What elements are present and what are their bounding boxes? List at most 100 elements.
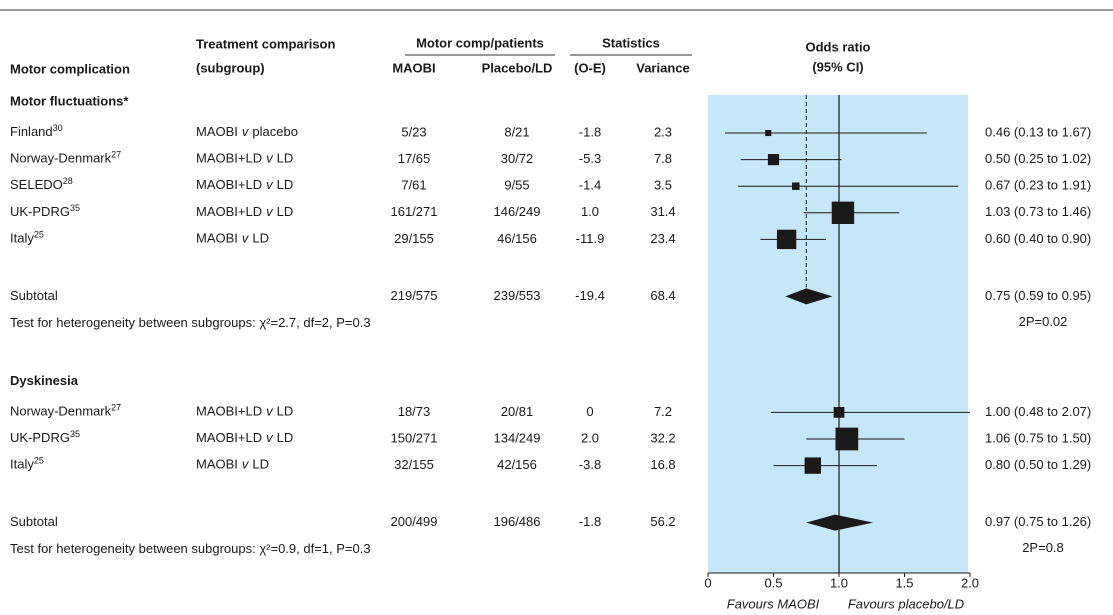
cell: 2.3 — [654, 124, 672, 139]
cell: -11.9 — [576, 231, 605, 246]
group-title: Motor fluctuations* — [10, 93, 129, 108]
header: Variance — [636, 60, 690, 75]
comparison-part: MAOBI+LD — [196, 178, 262, 193]
study: Italy25 — [10, 230, 44, 246]
study-name: UK-PDRG — [10, 204, 70, 219]
cell: 5/23 — [401, 124, 426, 139]
header: (O-E) — [574, 60, 606, 75]
ci-label: 1.06 (0.75 to 1.50) — [985, 430, 1091, 445]
cell: 2.0 — [581, 430, 599, 445]
header: (subgroup) — [196, 60, 265, 75]
comparison-part: v — [266, 204, 274, 219]
cell: 196/486 — [494, 514, 541, 529]
cell: 146/249 — [494, 204, 541, 219]
cell: 68.4 — [650, 288, 675, 303]
cell: 32/155 — [394, 457, 434, 472]
x-tick-label: 0 — [704, 575, 711, 590]
study: Italy25 — [10, 456, 44, 472]
cell: 18/73 — [398, 404, 431, 419]
ci-label: 1.03 (0.73 to 1.46) — [985, 204, 1091, 219]
subtotal-label: Subtotal — [10, 288, 58, 303]
comparison-part: LD — [277, 404, 294, 419]
comparison-part: LD — [252, 457, 269, 472]
comparison-part: MAOBI+LD — [196, 404, 262, 419]
comparison: MAOBI v placebo — [196, 124, 298, 139]
odds-square — [765, 129, 772, 137]
cell: 200/499 — [391, 514, 438, 529]
odds-square — [804, 457, 821, 474]
reference: 27 — [111, 150, 121, 160]
cell: 150/271 — [391, 430, 438, 445]
comparison-part: v — [266, 404, 274, 419]
comparison: MAOBI v LD — [196, 457, 269, 472]
ci-label: 0.67 (0.23 to 1.91) — [985, 178, 1091, 193]
cell: 42/156 — [497, 457, 537, 472]
diamond — [806, 514, 874, 531]
study-name: Italy — [10, 457, 34, 472]
comparison-part: MAOBI — [196, 124, 238, 139]
comparison-part: v — [242, 124, 250, 139]
cell: 161/271 — [391, 204, 438, 219]
cell: 219/575 — [391, 288, 438, 303]
cell: 16.8 — [650, 457, 675, 472]
comparison: MAOBI+LD v LD — [196, 151, 293, 166]
cell: 239/553 — [494, 288, 541, 303]
study: Norway-Denmark27 — [10, 150, 121, 166]
comparison-part: MAOBI+LD — [196, 204, 262, 219]
cell: 3.5 — [654, 178, 672, 193]
reference: 28 — [63, 177, 73, 187]
cell: 0 — [586, 404, 593, 419]
odds-square — [833, 407, 845, 418]
cell: 56.2 — [650, 514, 675, 529]
study: UK-PDRG35 — [10, 429, 80, 445]
cell: -1.8 — [579, 514, 601, 529]
comparison-part: MAOBI+LD — [196, 430, 262, 445]
subtotal-label: Subtotal — [10, 514, 58, 529]
comparison-part: v — [266, 178, 274, 193]
header: Treatment comparison — [196, 36, 335, 51]
comparison-part: LD — [252, 231, 269, 246]
cell: -1.4 — [579, 178, 601, 193]
comparison-part: MAOBI — [196, 231, 238, 246]
header: Motor comp/patients — [416, 35, 544, 50]
study: UK-PDRG35 — [10, 203, 80, 219]
ci-label: 1.00 (0.48 to 2.07) — [985, 404, 1091, 419]
comparison-part: placebo — [252, 124, 298, 139]
comparison-part: v — [242, 231, 250, 246]
cell: 32.2 — [650, 430, 675, 445]
ci-label: 0.97 (0.75 to 1.26) — [985, 514, 1091, 529]
study-name: Norway-Denmark — [10, 151, 112, 166]
odds-square — [767, 154, 780, 166]
comparison-part: v — [266, 151, 274, 166]
study-name: Italy — [10, 231, 34, 246]
cell: 46/156 — [497, 231, 537, 246]
p-label: 2P=0.8 — [1022, 540, 1064, 555]
study-name: SELEDO — [10, 178, 63, 193]
header: (95% CI) — [812, 59, 863, 74]
study: Norway-Denmark27 — [10, 403, 121, 419]
comparison-part: LD — [277, 204, 294, 219]
reference: 25 — [34, 230, 44, 240]
cell: 1.0 — [581, 204, 599, 219]
study: Finland30 — [10, 123, 63, 139]
cell: 7.8 — [654, 151, 672, 166]
group-title: Dyskinesia — [10, 373, 79, 388]
heterogeneity: Test for heterogeneity between subgroups… — [10, 315, 371, 330]
x-tick-label: 1.5 — [895, 575, 913, 590]
comparison: MAOBI+LD v LD — [196, 430, 293, 445]
study-name: UK-PDRG — [10, 430, 70, 445]
cell: 30/72 — [501, 151, 534, 166]
ci-label: 0.50 (0.25 to 1.02) — [985, 151, 1091, 166]
odds-square — [776, 229, 797, 250]
comparison-part: LD — [277, 178, 294, 193]
odds-square — [835, 427, 859, 451]
cell: -3.8 — [579, 457, 601, 472]
odds-square — [792, 182, 800, 190]
x-tick-label: 2.0 — [961, 575, 979, 590]
reference: 35 — [70, 429, 80, 439]
comparison-part: MAOBI — [196, 457, 238, 472]
header: MAOBI — [392, 60, 435, 75]
header: Motor complication — [10, 61, 130, 76]
cell: -19.4 — [575, 288, 605, 303]
